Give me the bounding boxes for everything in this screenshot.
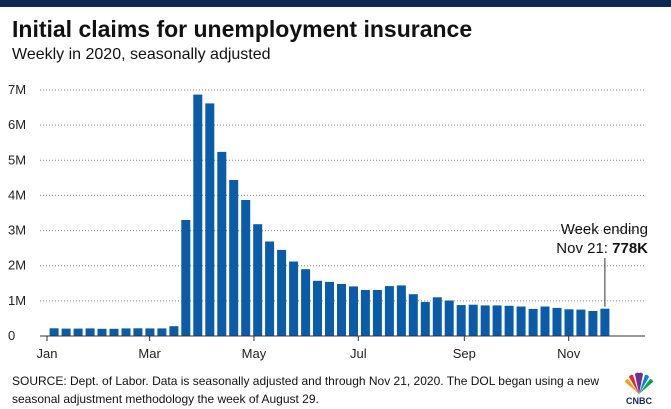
bar <box>396 285 406 336</box>
header-bar <box>0 0 671 7</box>
chart-subtitle: Weekly in 2020, seasonally adjusted <box>12 46 271 63</box>
bar <box>504 305 514 336</box>
bar <box>61 328 71 336</box>
bar <box>157 328 167 336</box>
bar <box>265 241 275 336</box>
bar <box>408 294 418 336</box>
bar <box>181 220 191 336</box>
bar <box>217 151 227 336</box>
y-axis: 0 1M 2M 3M 4M 5M 6M 7M <box>8 82 26 343</box>
y-tick-label: 7M <box>8 82 26 97</box>
logo-text: CNBC <box>626 396 652 406</box>
y-tick-label: 6M <box>8 117 26 132</box>
bar <box>289 261 299 336</box>
bar <box>253 224 263 336</box>
x-axis: Jan Mar May Jul Sep Nov <box>37 335 645 361</box>
bar <box>444 300 454 336</box>
bar <box>169 326 179 336</box>
bar <box>480 305 490 336</box>
y-tick-label: 2M <box>8 258 26 273</box>
bar <box>516 306 526 336</box>
y-tick-label: 1M <box>8 293 26 308</box>
callout-week: Nov 21: <box>556 240 612 257</box>
y-tick-label: 5M <box>8 152 26 167</box>
bar <box>277 249 287 336</box>
y-tick-label: 3M <box>8 223 26 238</box>
bar <box>456 305 466 336</box>
chart-title: Initial claims for unemployment insuranc… <box>12 16 473 42</box>
x-tick-label: May <box>242 346 267 361</box>
callout-line2: Nov 21: 778K <box>556 240 648 257</box>
bar <box>49 328 59 336</box>
bar <box>193 94 203 336</box>
bar <box>540 306 550 336</box>
chart: 0 1M 2M 3M 4M 5M 6M 7M Jan Mar May Jul Sep Nov Week … <box>8 82 648 361</box>
bar <box>564 309 574 336</box>
gridlines <box>40 89 645 302</box>
bar <box>420 301 430 336</box>
bar <box>205 103 215 337</box>
bar <box>313 280 322 336</box>
y-tick-label: 4M <box>8 187 26 202</box>
bar <box>241 200 251 336</box>
x-tick-label: Jul <box>350 346 367 361</box>
bar <box>432 297 442 336</box>
bar <box>588 311 598 336</box>
bar <box>97 328 107 336</box>
bar <box>109 328 119 336</box>
x-tick-label: Jan <box>37 346 58 361</box>
callout: Week ending Nov 21: 778K <box>556 221 648 307</box>
source-note: SOURCE: Dept. of Labor. Data is seasonal… <box>12 374 600 406</box>
bar <box>121 328 131 336</box>
bar <box>384 286 394 336</box>
bar <box>337 284 346 336</box>
bar <box>360 290 370 336</box>
y-tick-label: 0 <box>8 328 15 343</box>
x-tick-label: Sep <box>453 346 476 361</box>
bar <box>85 328 95 336</box>
x-tick-label: Nov <box>557 346 581 361</box>
x-tick-label: Mar <box>138 346 161 361</box>
bar <box>492 305 502 336</box>
bar <box>372 290 382 336</box>
callout-line1: Week ending <box>561 221 648 238</box>
bar <box>133 328 143 336</box>
bar <box>349 286 358 336</box>
bar <box>528 308 538 336</box>
bar <box>301 269 311 336</box>
bar <box>600 308 610 336</box>
peacock-logo-icon: CNBC <box>625 372 653 406</box>
bar <box>576 309 586 336</box>
bar <box>145 328 155 336</box>
bar <box>468 304 478 336</box>
bar <box>552 307 562 336</box>
bars <box>49 94 610 337</box>
callout-value: 778K <box>612 240 648 257</box>
bar <box>229 180 239 336</box>
bar <box>73 328 83 336</box>
bar <box>325 281 334 336</box>
